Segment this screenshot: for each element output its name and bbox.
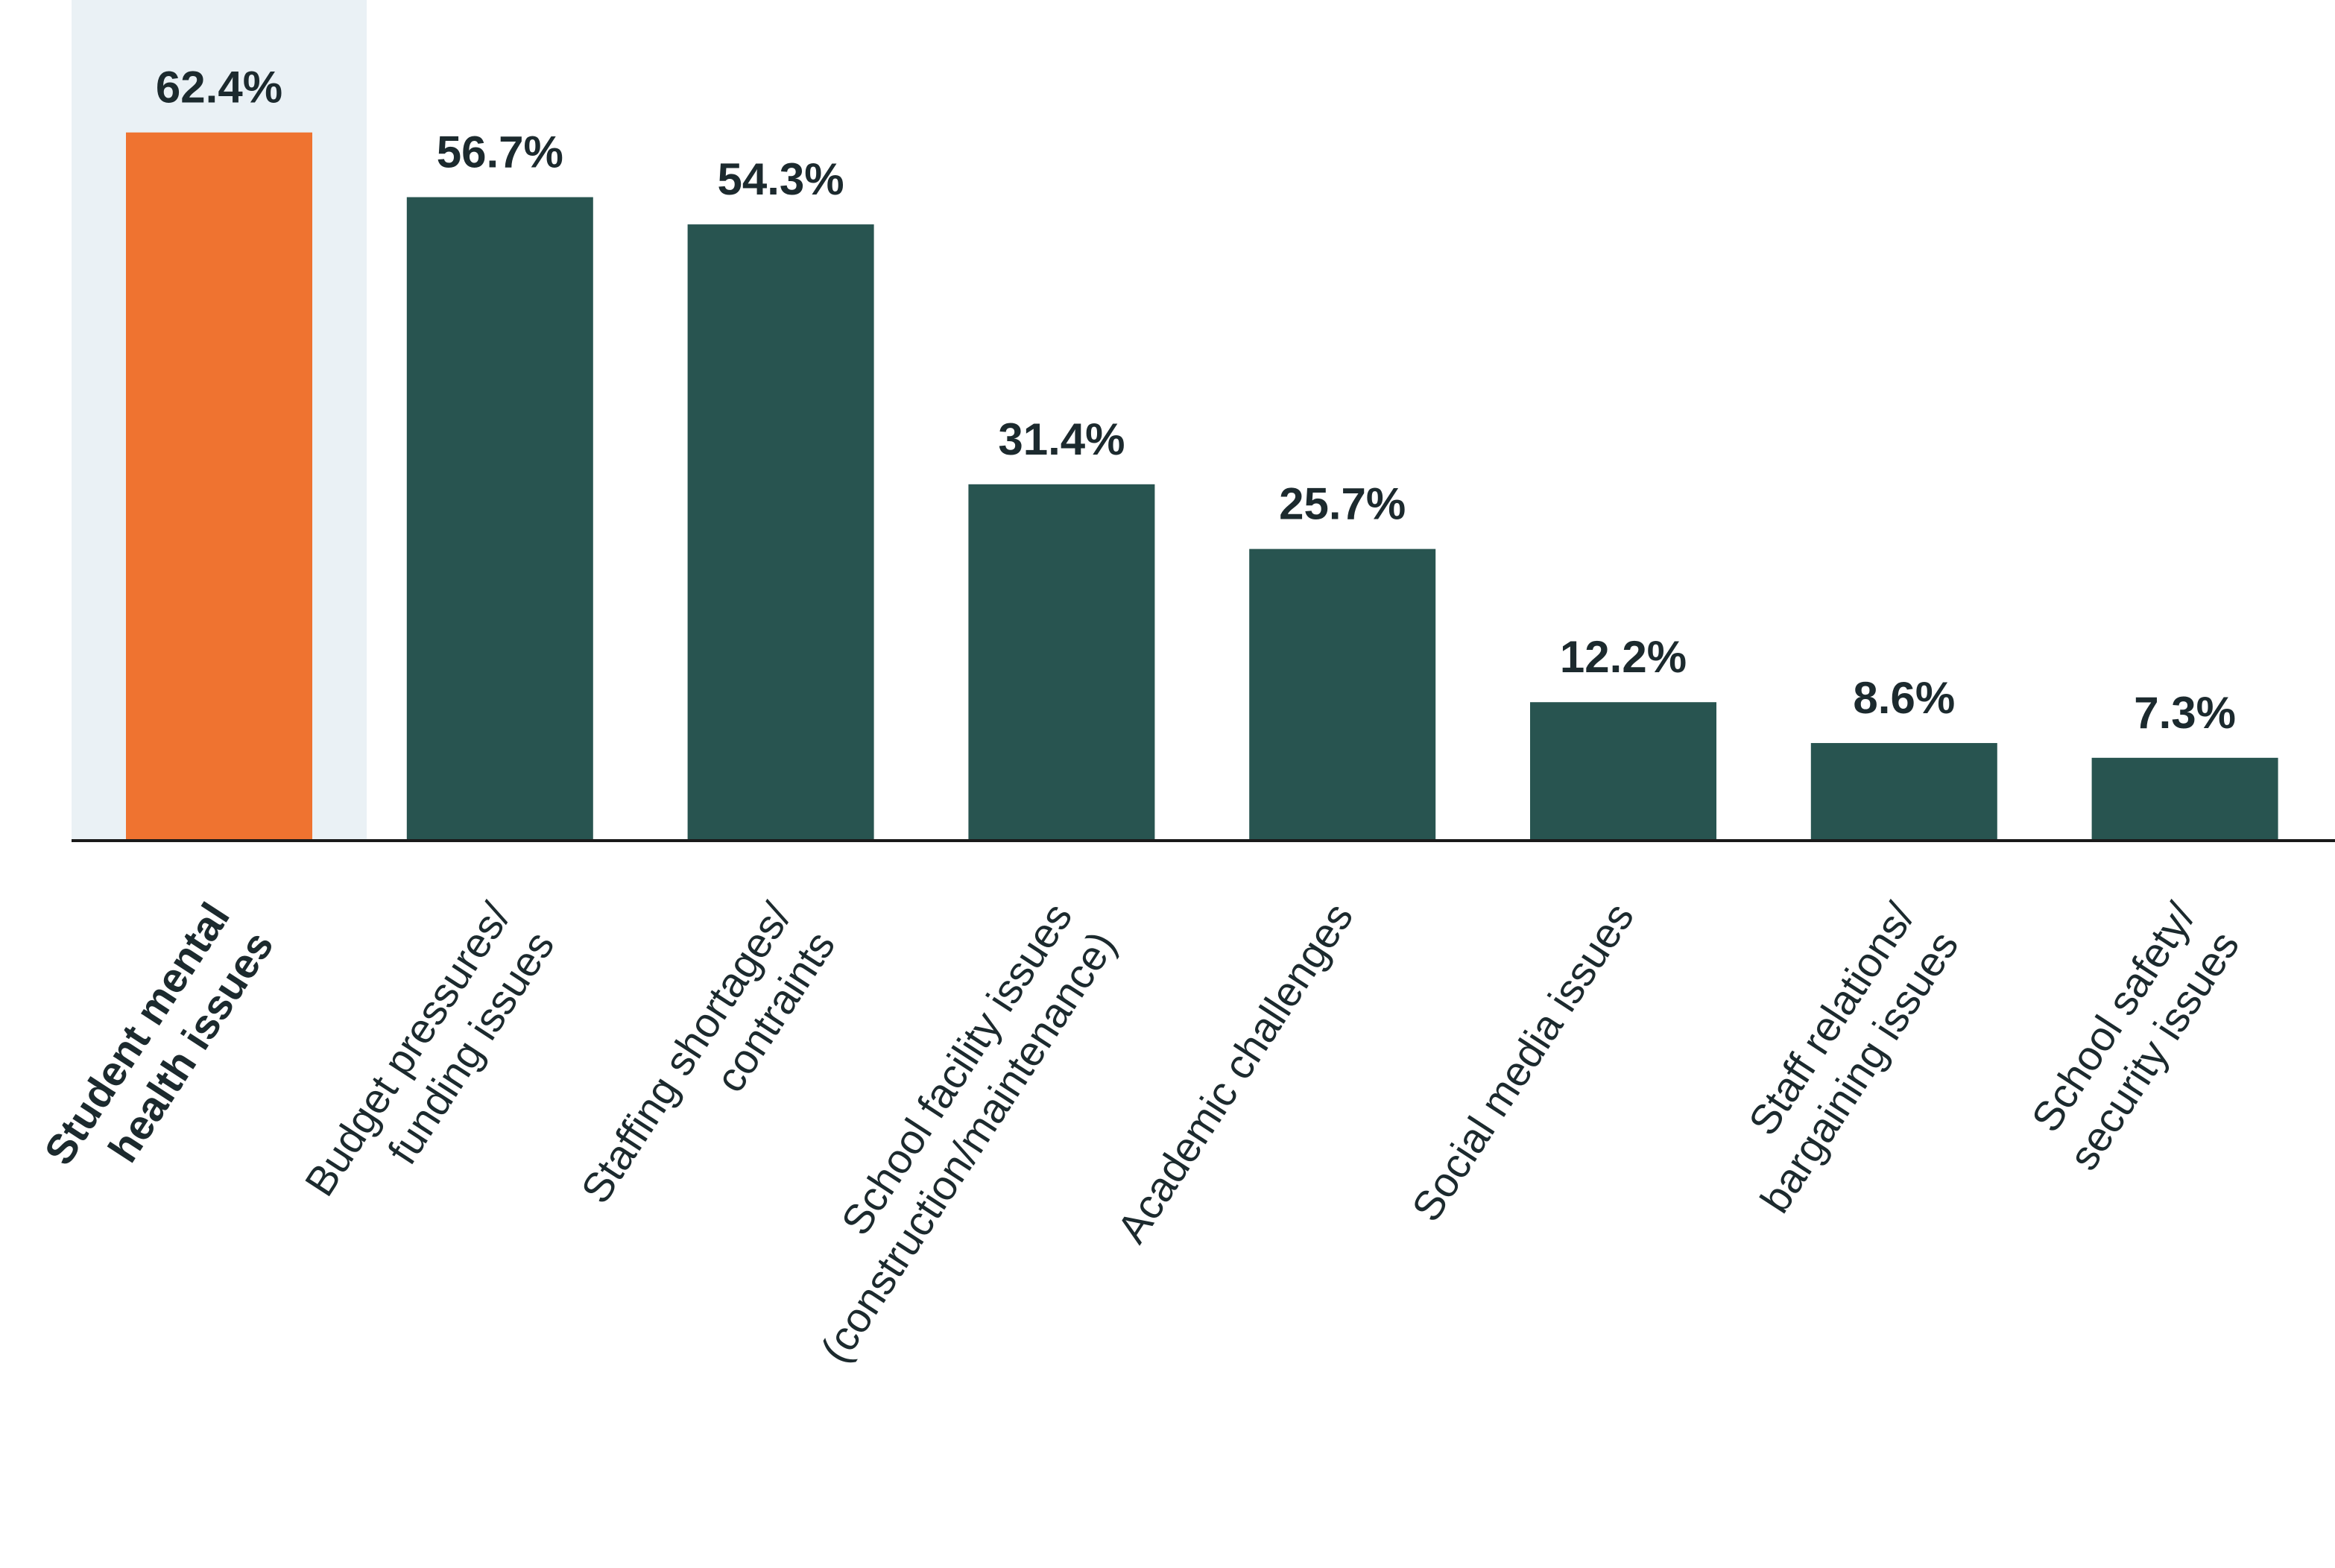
- x-tick-label-line: Social media issues: [1403, 894, 1643, 1229]
- x-tick-label: Social media issues: [1403, 894, 1643, 1229]
- bar: [968, 484, 1155, 841]
- x-tick-label: School safety/security issues: [2022, 894, 2248, 1178]
- x-tick-label: Academic challenges: [1108, 894, 1362, 1251]
- x-tick-label: Budget pressures/funding issues: [295, 894, 563, 1204]
- x-tick-label-line: Academic challenges: [1108, 894, 1362, 1251]
- value-label: 8.6%: [1853, 673, 1955, 723]
- value-label: 56.7%: [437, 127, 563, 177]
- bar: [1810, 743, 1997, 841]
- bar: [2091, 757, 2278, 841]
- value-label: 54.3%: [718, 154, 844, 204]
- bar: [687, 224, 874, 841]
- bar: [126, 132, 312, 841]
- value-label: 12.2%: [1560, 632, 1687, 682]
- x-tick-label-line: (construction/maintenance): [811, 923, 1125, 1371]
- value-label: 25.7%: [1279, 479, 1406, 529]
- bar: [1530, 702, 1716, 841]
- value-label: 31.4%: [998, 414, 1125, 464]
- bar: [1249, 549, 1436, 841]
- value-label: 62.4%: [156, 63, 282, 113]
- x-tick-label: Staffing shortages/contraints: [572, 894, 844, 1211]
- bar: [406, 197, 593, 841]
- value-label: 7.3%: [2134, 688, 2236, 738]
- x-tick-label: Staff relations/bargaining issues: [1740, 894, 1968, 1221]
